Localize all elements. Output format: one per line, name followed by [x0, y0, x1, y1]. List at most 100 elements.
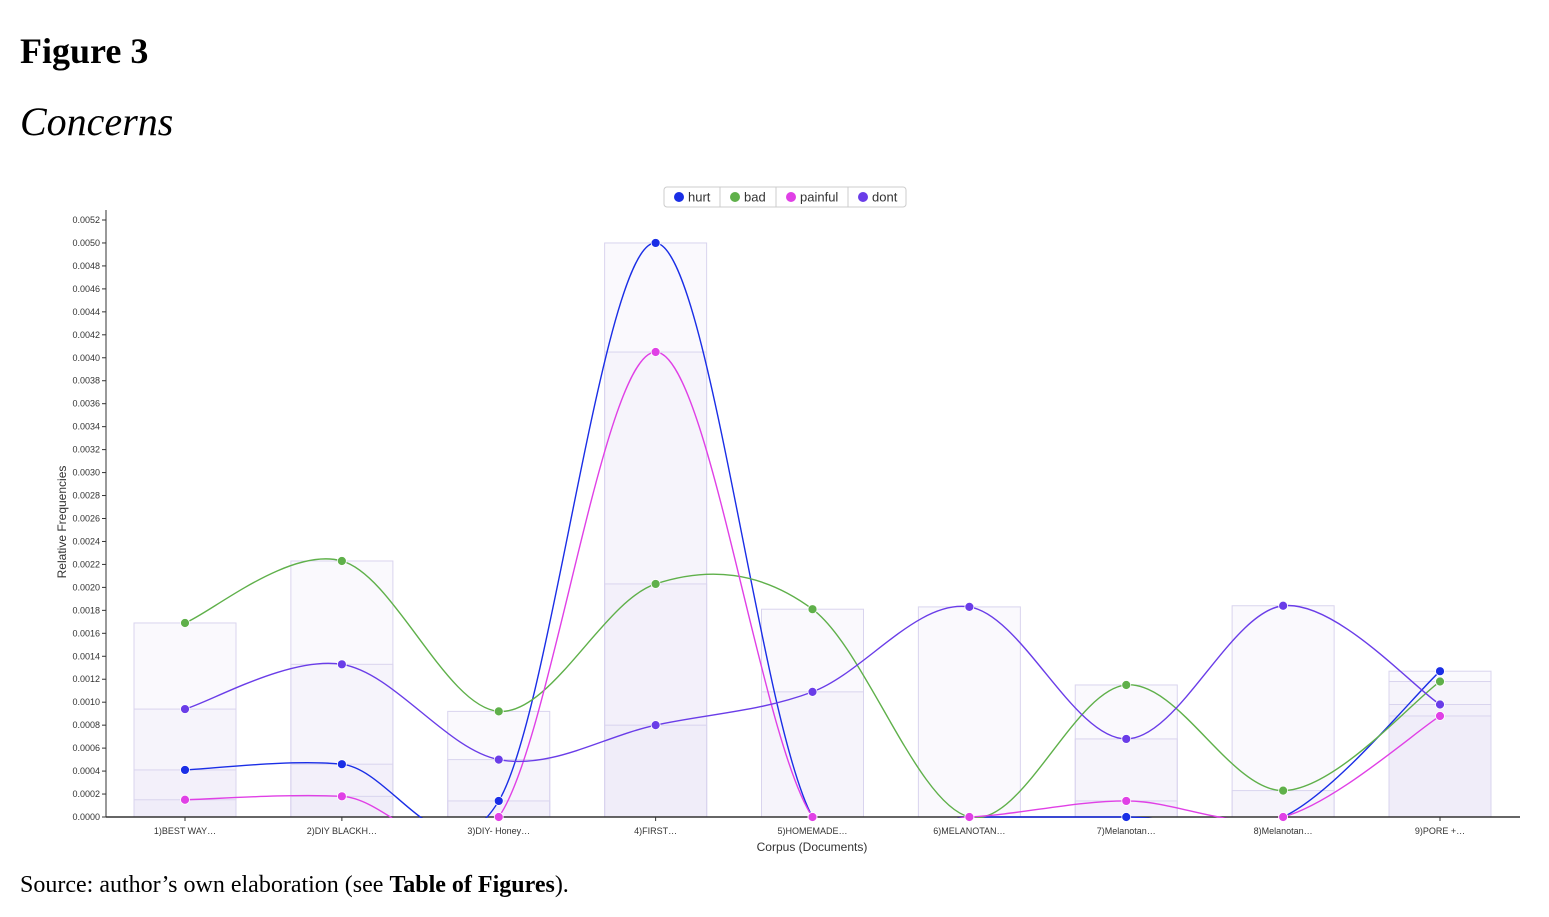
point-hurt-9: [1435, 666, 1445, 677]
y-tick-label: 0.0038: [72, 376, 100, 386]
point-bad-5: [807, 604, 818, 615]
x-tick-label: 7)Melanotan…: [1097, 826, 1156, 836]
point-hurt-2: [336, 759, 347, 770]
point-bad-9: [1435, 676, 1445, 687]
point-dont-1: [180, 704, 190, 714]
x-tick-label: 3)DIY- Honey…: [467, 826, 530, 836]
legend-label-hurt: hurt: [688, 190, 711, 205]
y-tick-label: 0.0040: [72, 353, 100, 363]
point-painful-2: [336, 791, 347, 802]
y-tick-label: 0.0052: [72, 215, 100, 225]
y-tick-label: 0.0044: [72, 307, 100, 317]
point-painful-8: [1278, 812, 1289, 822]
bar-2-1: [290, 560, 394, 818]
bars-layer: [133, 242, 1492, 818]
series-line-bad: [184, 558, 1441, 818]
legend-label-dont: dont: [872, 190, 898, 205]
point-bad-1: [180, 618, 190, 628]
legend-item-dont[interactable]: dont: [847, 187, 898, 207]
legend-marker-painful: [786, 192, 796, 202]
point-hurt-3: [493, 796, 504, 806]
y-tick-label: 0.0000: [72, 812, 100, 822]
source-bold[interactable]: Table of Figures: [389, 872, 555, 898]
lines-layer: [184, 242, 1441, 818]
legend-item-hurt[interactable]: hurt: [674, 190, 711, 205]
point-bad-3: [493, 706, 504, 717]
legend-marker-bad: [730, 192, 740, 202]
y-tick-label: 0.0018: [72, 605, 100, 615]
y-tick-label: 0.0010: [72, 697, 100, 707]
y-tick-label: 0.0048: [72, 261, 100, 271]
x-tick-label: 4)FIRST…: [634, 826, 677, 836]
bar-4-4: [604, 724, 708, 818]
bar-1-1: [133, 622, 237, 818]
y-tick-label: 0.0026: [72, 514, 100, 524]
bar-3-2: [447, 759, 551, 818]
y-tick-label: 0.0030: [72, 468, 100, 478]
point-painful-9: [1435, 711, 1445, 721]
legend-marker-hurt: [674, 192, 684, 202]
y-tick-label: 0.0050: [72, 238, 100, 248]
y-tick-label: 0.0036: [72, 399, 100, 409]
concerns-chart: 0.0000 0.0002 0.0004 0.0006 0.0008 0.0010 0.00…: [55, 186, 1520, 854]
legend-label-bad: bad: [744, 190, 766, 205]
bar-9-4: [1388, 715, 1492, 818]
y-tick-label: 0.0020: [72, 582, 100, 592]
point-dont-8: [1278, 600, 1289, 611]
y-tick-label: 0.0012: [72, 674, 100, 684]
y-tick-label: 0.0014: [72, 651, 100, 661]
legend[interactable]: hurt bad painful dont: [663, 186, 907, 208]
y-tick-label: 0.0028: [72, 491, 100, 501]
point-painful-4: [650, 347, 661, 357]
point-bad-2: [336, 556, 347, 566]
point-painful-3: [493, 812, 504, 822]
point-hurt-4: [650, 238, 661, 248]
point-dont-3: [493, 754, 504, 765]
y-tick-label: 0.0022: [72, 559, 100, 569]
y-axis-title: Relative Frequencies: [55, 466, 69, 579]
x-axis-title: Corpus (Documents): [757, 840, 868, 854]
x-tick-label: 6)MELANOTAN…: [933, 826, 1005, 836]
legend-label-painful: painful: [800, 190, 838, 205]
point-dont-6: [964, 602, 975, 612]
legend-box: [663, 186, 907, 208]
y-tick-label: 0.0016: [72, 628, 100, 638]
point-painful-6: [964, 812, 975, 822]
bar-7-1: [1074, 684, 1178, 818]
series-line-dont: [184, 605, 1441, 763]
point-painful-5: [807, 812, 818, 822]
y-tick-label: 0.0042: [72, 330, 100, 340]
point-painful-1: [180, 794, 190, 805]
source-prefix: Source: author’s own elaboration (see: [20, 872, 390, 898]
x-tick-label: 8)Melanotan…: [1254, 826, 1313, 836]
x-tick-label: 9)PORE +…: [1415, 826, 1465, 836]
legend-item-painful[interactable]: painful: [775, 187, 838, 207]
source-note: Source: author’s own elaboration (see Ta…: [20, 872, 569, 899]
bar-5-2: [761, 691, 864, 818]
point-dont-2: [336, 659, 347, 670]
point-dont-7: [1121, 734, 1132, 744]
bar-9-3: [1388, 703, 1492, 818]
y-tick-label: 0.0034: [72, 422, 100, 432]
point-hurt-1: [180, 765, 190, 775]
y-tick-label: 0.0008: [72, 720, 100, 730]
series-line-painful: [184, 351, 1441, 818]
figure-title: Concerns: [20, 99, 174, 144]
point-bad-8: [1278, 785, 1289, 796]
y-tick-label: 0.0006: [72, 743, 100, 753]
y-tick-label: 0.0024: [72, 536, 100, 546]
y-tick-label: 0.0032: [72, 445, 100, 455]
points-layer: [180, 238, 1445, 822]
point-painful-7: [1121, 796, 1132, 806]
point-dont-4: [650, 720, 661, 731]
y-tick-label: 0.0002: [72, 789, 100, 799]
legend-item-bad[interactable]: bad: [719, 187, 766, 207]
point-dont-9: [1435, 699, 1445, 710]
bar-9-1: [1388, 670, 1492, 818]
bar-8-1: [1231, 605, 1335, 818]
legend-marker-dont: [858, 192, 868, 202]
y-tick-label: 0.0004: [72, 766, 100, 776]
point-bad-7: [1121, 680, 1132, 690]
figure-label: Figure 3: [20, 31, 149, 71]
point-dont-5: [807, 686, 818, 697]
